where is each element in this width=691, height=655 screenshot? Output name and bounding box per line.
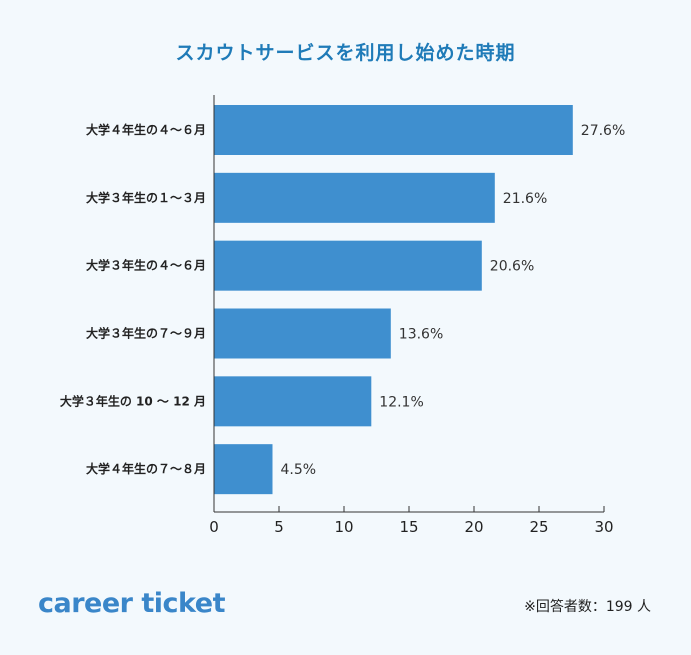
x-tick-label: 15: [399, 518, 418, 536]
category-label: 大学４年生の４〜６月: [86, 122, 206, 137]
category-label: 大学３年生の４〜６月: [86, 258, 206, 273]
data-label: 21.6%: [503, 191, 547, 207]
bar: [214, 376, 372, 427]
bar: [214, 240, 482, 291]
bar: [214, 105, 573, 155]
bar: [214, 308, 391, 359]
x-tick-label: 20: [464, 518, 483, 536]
data-label: 4.5%: [281, 462, 317, 478]
category-label: 大学４年生の７〜８月: [86, 461, 206, 476]
chart-title: スカウトサービスを利用し始めた時期: [175, 42, 516, 64]
bar: [214, 172, 495, 223]
data-label: 13.6%: [399, 327, 443, 343]
x-tick-label: 5: [274, 518, 284, 536]
x-tick-label: 0: [209, 518, 219, 536]
category-label: 大学３年生の１〜３月: [86, 190, 206, 205]
bar: [214, 444, 273, 495]
respondent-count-note: ※回答者数：199 人: [524, 599, 651, 615]
x-tick-label: 30: [594, 518, 613, 536]
x-tick-label: 10: [334, 518, 353, 536]
category-label: 大学３年生の７〜９月: [86, 326, 206, 341]
data-label: 12.1%: [379, 394, 423, 410]
data-label: 27.6%: [581, 123, 625, 139]
x-tick-label: 25: [529, 518, 548, 536]
data-label: 20.6%: [490, 259, 534, 275]
career-ticket-logo: career ticket: [38, 588, 226, 619]
category-label: 大学３年生の 10 〜 12 月: [60, 393, 206, 408]
